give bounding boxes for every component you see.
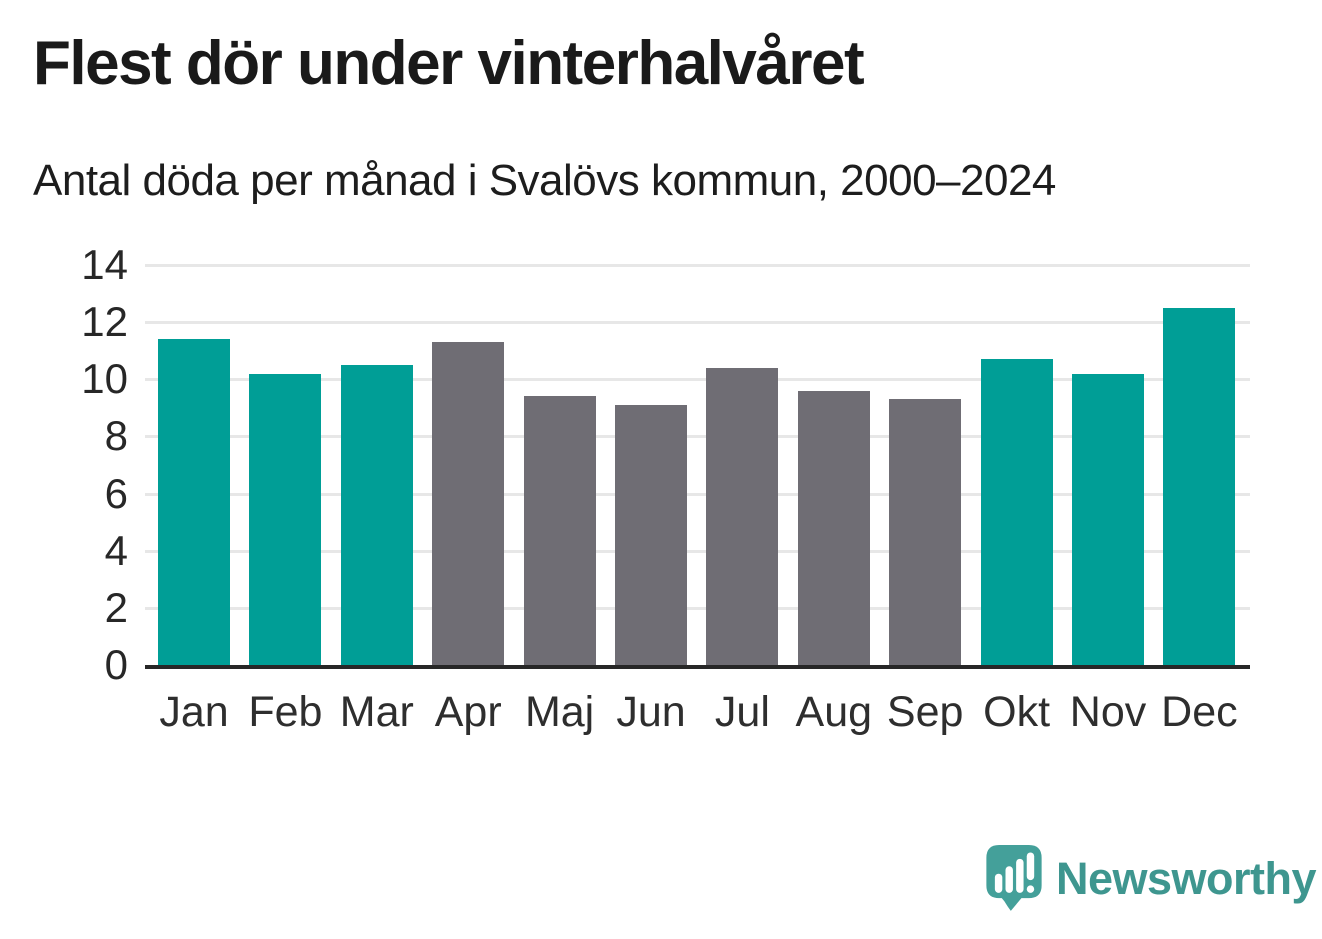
gridline-y-8 bbox=[145, 435, 1250, 439]
x-tick-label-okt: Okt bbox=[983, 688, 1051, 736]
x-tick-label-jun: Jun bbox=[616, 688, 686, 736]
x-tick-label-mar: Mar bbox=[339, 688, 414, 736]
bar-apr bbox=[432, 342, 505, 665]
bar-nov bbox=[1072, 373, 1144, 665]
bar-aug bbox=[797, 390, 870, 665]
y-tick-label: 0 bbox=[104, 641, 128, 688]
bar-sep bbox=[889, 399, 962, 665]
x-tick-label-jan: Jan bbox=[159, 688, 229, 736]
y-tick-label: 2 bbox=[104, 583, 128, 631]
page-title: Flest dör under vinterhalvåret bbox=[33, 29, 865, 98]
brand-logo: Newsworthy bbox=[986, 845, 1317, 913]
gridline-y-10 bbox=[145, 378, 1250, 382]
y-tick-label: 8 bbox=[104, 412, 128, 460]
y-tick-label: 14 bbox=[81, 241, 128, 288]
bar-maj bbox=[523, 396, 596, 665]
x-tick-label-sep: Sep bbox=[886, 688, 964, 736]
gridline-y-6 bbox=[145, 492, 1250, 496]
x-tick-label-aug: Aug bbox=[795, 688, 873, 736]
y-tick-label: 6 bbox=[104, 469, 128, 517]
newsworthy-logo-icon bbox=[986, 845, 1042, 911]
plot-area bbox=[145, 264, 1250, 669]
gridline-y-2 bbox=[145, 606, 1250, 610]
x-tick-label-maj: Maj bbox=[524, 688, 595, 736]
y-tick-label: 4 bbox=[104, 526, 128, 574]
bar-feb bbox=[249, 373, 322, 665]
y-tick-label: 12 bbox=[81, 298, 128, 346]
x-axis-labels: Jan Feb Mar Apr Maj Jun Jul Aug Sep Okt Nov Dec bbox=[145, 691, 1250, 741]
bar-mar bbox=[340, 365, 413, 665]
page-subtitle: Antal döda per månad i Svalövs kommun, 2… bbox=[33, 156, 1056, 205]
brand-name: Newsworthy bbox=[1056, 853, 1317, 904]
bar-jan bbox=[158, 339, 230, 665]
gridline-y-12 bbox=[145, 321, 1250, 325]
bar-jul bbox=[706, 367, 779, 665]
gridline-y-14 bbox=[145, 264, 1250, 267]
bar-jun bbox=[615, 405, 687, 665]
x-tick-label-dec: Dec bbox=[1161, 688, 1238, 736]
y-tick-label: 10 bbox=[81, 355, 128, 403]
x-tick-label-feb: Feb bbox=[248, 688, 323, 736]
bar-dec bbox=[1163, 307, 1236, 665]
x-tick-label-apr: Apr bbox=[434, 688, 502, 736]
x-tick-label-jul: Jul bbox=[714, 688, 770, 736]
bar-okt bbox=[980, 359, 1053, 665]
gridline-y-4 bbox=[145, 549, 1250, 553]
x-tick-label-nov: Nov bbox=[1069, 688, 1147, 736]
